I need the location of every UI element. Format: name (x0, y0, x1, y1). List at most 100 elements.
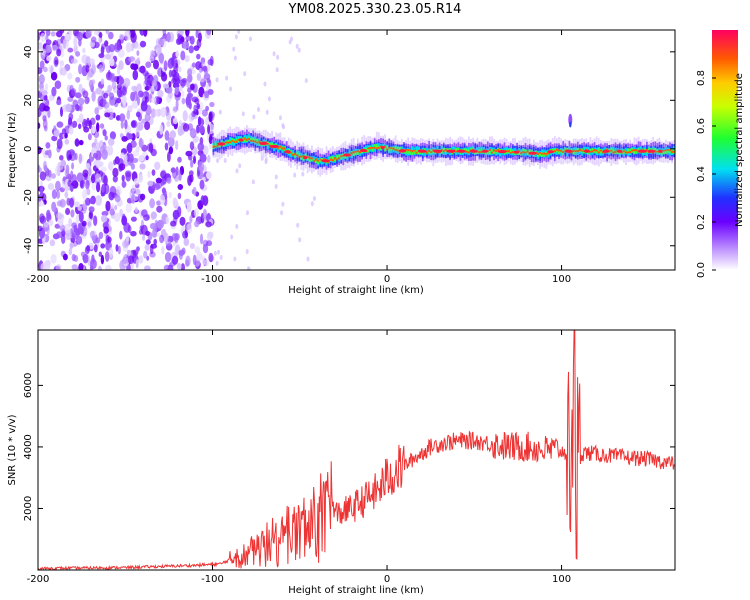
noise-blob (192, 254, 197, 266)
snr-line (38, 330, 675, 570)
ridge-cell (593, 149, 596, 152)
y-tick-label: 4000 (23, 434, 34, 459)
noise-blob (108, 161, 114, 171)
y-tick-label: -20 (23, 189, 34, 205)
noise-blob (38, 195, 42, 201)
noise-blob (136, 57, 140, 66)
faint-blob (267, 96, 271, 102)
noise-blob (198, 161, 205, 173)
noise-blob (51, 86, 57, 97)
noise-blob (139, 30, 145, 36)
noise-blob (138, 66, 144, 73)
noise-blob (39, 201, 45, 207)
noise-blob (197, 116, 202, 127)
noise-blob (201, 109, 208, 117)
noise-blob (98, 64, 104, 74)
ridge-cell (478, 151, 481, 154)
page-title: YM08.2025.330.23.05.R14 (288, 2, 462, 17)
noise-blob (132, 59, 138, 65)
noise-blob (175, 99, 179, 110)
faint-blob (235, 168, 239, 174)
noise-blob (86, 188, 91, 196)
noise-blob (94, 173, 101, 182)
ridge-cell (388, 146, 391, 149)
ridge-peak (269, 144, 280, 149)
noise-blob (185, 150, 193, 157)
noise-blob (98, 36, 102, 45)
noise-blob (132, 69, 139, 81)
noise-blob (98, 251, 103, 257)
noise-blob (150, 97, 157, 103)
snr-y-axis-label: SNR (10 * v/v) (7, 414, 18, 485)
noise-blob (194, 246, 201, 254)
noise-blob (97, 95, 104, 107)
ridge-cell (357, 151, 359, 155)
noise-blob (161, 72, 168, 82)
ridge-cell (612, 151, 615, 154)
faint-blob (233, 55, 237, 61)
ridge-cell (440, 149, 443, 151)
noise-blob (103, 226, 109, 234)
noise-blob (51, 189, 57, 200)
ridge-cell (656, 150, 659, 153)
faint-blob (215, 77, 219, 83)
faint-blob (263, 81, 267, 87)
noise-blob (172, 197, 178, 208)
noise-blob (172, 255, 179, 265)
noise-blob (111, 80, 117, 90)
noise-blob (135, 188, 141, 196)
noise-blob (56, 231, 63, 239)
ridge-cell (396, 149, 399, 152)
noise-blob (75, 51, 81, 57)
faint-blob (235, 224, 239, 229)
noise-blob (193, 155, 196, 164)
noise-blob (39, 181, 44, 186)
noise-blob (64, 138, 70, 145)
ridge-cell (489, 150, 491, 155)
faint-blob (213, 250, 217, 256)
noise-blob (137, 121, 144, 131)
noise-blob (205, 105, 210, 112)
spectrogram-frame (37, 29, 676, 271)
noise-blob (116, 76, 120, 85)
noise-blob (136, 50, 140, 56)
noise-blob (178, 170, 182, 181)
noise-blob (128, 153, 134, 163)
ridge-cell (662, 149, 665, 152)
noise-blob (188, 170, 194, 177)
noise-blob (130, 32, 137, 43)
noise-blob (72, 120, 78, 128)
noise-blob (77, 97, 85, 106)
noise-blob (71, 162, 75, 170)
noise-blob (87, 133, 92, 141)
ridge-cell (581, 149, 583, 152)
noise-blob (156, 219, 164, 229)
noise-blob (53, 129, 60, 138)
faint-blob (276, 54, 280, 60)
noise-blob (207, 58, 214, 66)
ridge-cell (595, 149, 598, 152)
ridge-cell (629, 148, 632, 152)
noise-blob (68, 117, 73, 126)
noise-blob (64, 33, 72, 41)
ridge-cell (558, 149, 560, 152)
noise-blob (93, 244, 98, 253)
noise-blob (135, 259, 139, 269)
noise-blob (195, 30, 199, 38)
noise-blob (187, 175, 192, 186)
noise-blob (182, 110, 188, 122)
noise-blob (86, 245, 91, 252)
ridge-cell (468, 149, 470, 154)
noise-blob (206, 171, 212, 180)
noise-blob (45, 43, 51, 54)
ridge-cell (476, 147, 479, 154)
ridge-cell (629, 151, 632, 154)
ridge-cell (633, 150, 636, 155)
noise-blob (95, 114, 101, 121)
ridge-cell (398, 146, 401, 152)
ridge-cell (334, 158, 336, 162)
ridge-cell (334, 157, 336, 160)
noise-blob (112, 167, 119, 178)
noise-blob (204, 90, 210, 99)
noise-blob (82, 47, 86, 54)
